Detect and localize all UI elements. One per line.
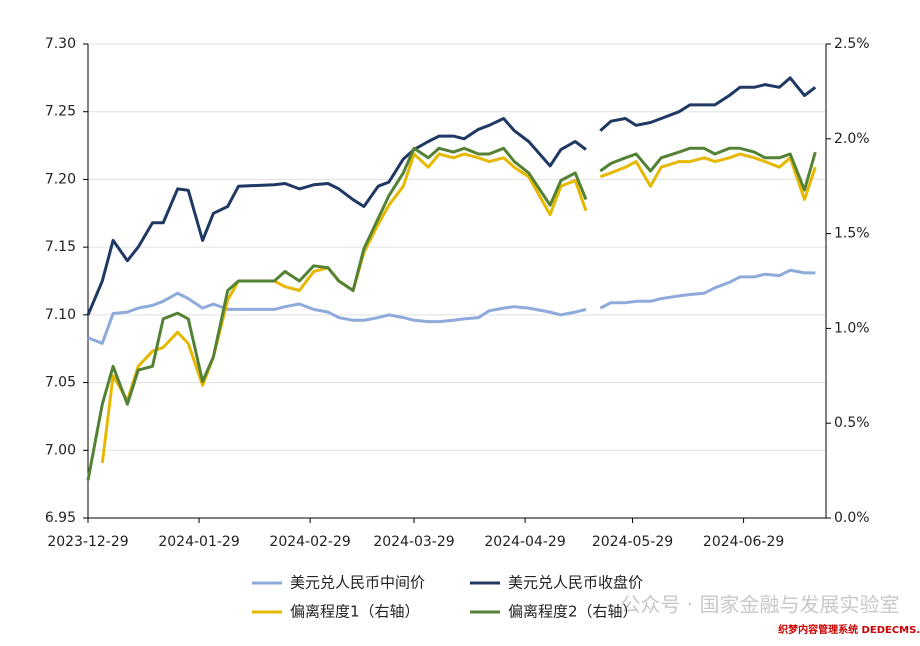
legend-label: 偏离程度2（右轴） bbox=[508, 603, 638, 621]
y-tick-label: 7.00 bbox=[45, 442, 76, 458]
y-tick-label: 7.20 bbox=[45, 171, 76, 187]
y-tick-label: 7.05 bbox=[45, 375, 76, 391]
legend-label: 偏离程度1（右轴） bbox=[290, 603, 420, 621]
x-tick-label: 2024-05-29 bbox=[592, 534, 673, 550]
y-tick-label: 7.10 bbox=[45, 307, 76, 323]
watermark: 公众号 · 国家金融与发展实验室 bbox=[620, 593, 899, 617]
x-tick-label: 2024-04-29 bbox=[484, 534, 565, 550]
y-tick-label: 7.15 bbox=[45, 239, 76, 255]
watermark-corner: 织梦内容管理系统 DEDECMS.COM bbox=[778, 623, 920, 636]
series-line bbox=[86, 76, 817, 316]
y-tick-label: 7.25 bbox=[45, 104, 76, 120]
legend-label: 美元兑人民币收盘价 bbox=[508, 574, 643, 592]
x-tick-label: 2024-06-29 bbox=[703, 534, 784, 550]
y2-tick-label: 2.0% bbox=[834, 131, 870, 147]
y2-tick-label: 0.0% bbox=[834, 510, 870, 526]
legend-label: 美元兑人民币中间价 bbox=[290, 574, 425, 592]
y-tick-label: 7.30 bbox=[45, 36, 76, 52]
y2-tick-label: 0.5% bbox=[834, 415, 870, 431]
x-tick-label: 2024-01-29 bbox=[158, 534, 239, 550]
y2-tick-label: 1.0% bbox=[834, 320, 870, 336]
series-line bbox=[87, 268, 816, 345]
y2-tick-label: 2.5% bbox=[834, 36, 870, 52]
series-line bbox=[100, 152, 817, 464]
y2-tick-label: 1.5% bbox=[834, 226, 870, 242]
x-tick-label: 2023-12-29 bbox=[47, 534, 128, 550]
y-tick-label: 6.95 bbox=[45, 510, 76, 526]
x-tick-label: 2024-03-29 bbox=[373, 534, 454, 550]
x-tick-label: 2024-02-29 bbox=[269, 534, 350, 550]
series-line bbox=[86, 146, 817, 481]
